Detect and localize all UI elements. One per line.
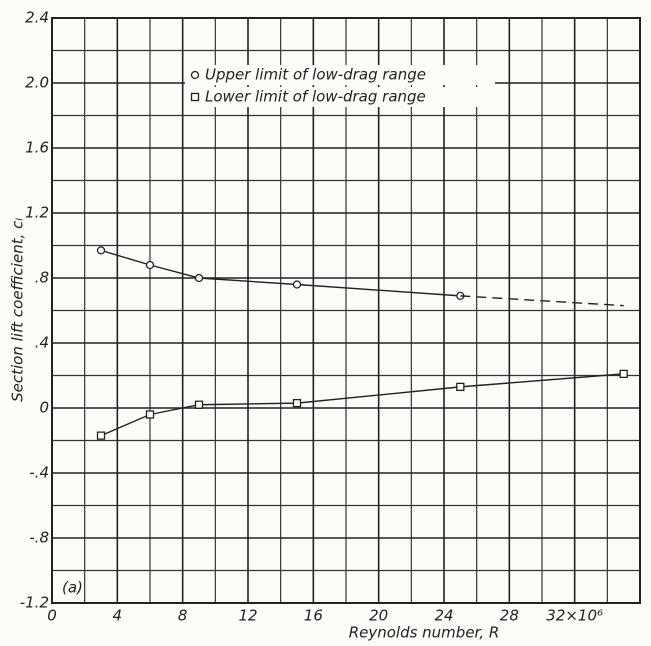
data-point [292,280,302,289]
legend-bg [185,87,495,107]
x-axis-label: Reynolds number, R [349,624,500,642]
y-tick-label: 1.2 [25,204,49,222]
y-tick-label: 2.4 [25,9,49,27]
y-axis-label: Section lift coefficient, cₗ [9,218,27,402]
data-point [145,410,155,419]
data-point [96,246,106,255]
x-tick-label: 20 [369,607,388,625]
x-tick-label: 16 [304,607,323,625]
legend-label: Upper limit of low-drag range [205,66,426,84]
data-point [194,400,204,409]
legend-label: Lower limit of low-drag range [205,88,426,106]
legend-marker [190,92,200,102]
x-tick-label: 24 [434,607,453,625]
x-tick-label: 28 [500,607,519,625]
x-tick-label: 0 [47,607,57,625]
data-point [194,273,204,283]
x-tick-label: 8 [178,607,188,625]
y-tick-label: .4 [35,334,49,352]
data-point [292,398,302,408]
plot-frame [51,17,641,604]
data-point [619,369,628,379]
x-tick-label: 4 [113,607,123,625]
annotation: (a) [62,579,83,597]
x-tick-label: 32×10⁶ [546,607,603,625]
y-tick-label: .8 [35,269,49,287]
y-tick-label: -1.2 [20,594,49,612]
series-line [100,373,624,437]
y-tick-label: 2.0 [25,74,49,92]
data-point [96,431,106,440]
legend-bg [185,65,495,85]
y-tick-label: -.8 [29,529,49,547]
y-tick-label: 1.6 [25,139,49,157]
y-tick-label: 0 [39,399,49,417]
series-line [460,295,624,307]
data-point [456,382,465,392]
x-tick-label: 12 [238,607,257,625]
data-point [145,260,155,270]
legend-marker [190,70,200,80]
y-tick-label: -.4 [29,464,49,482]
